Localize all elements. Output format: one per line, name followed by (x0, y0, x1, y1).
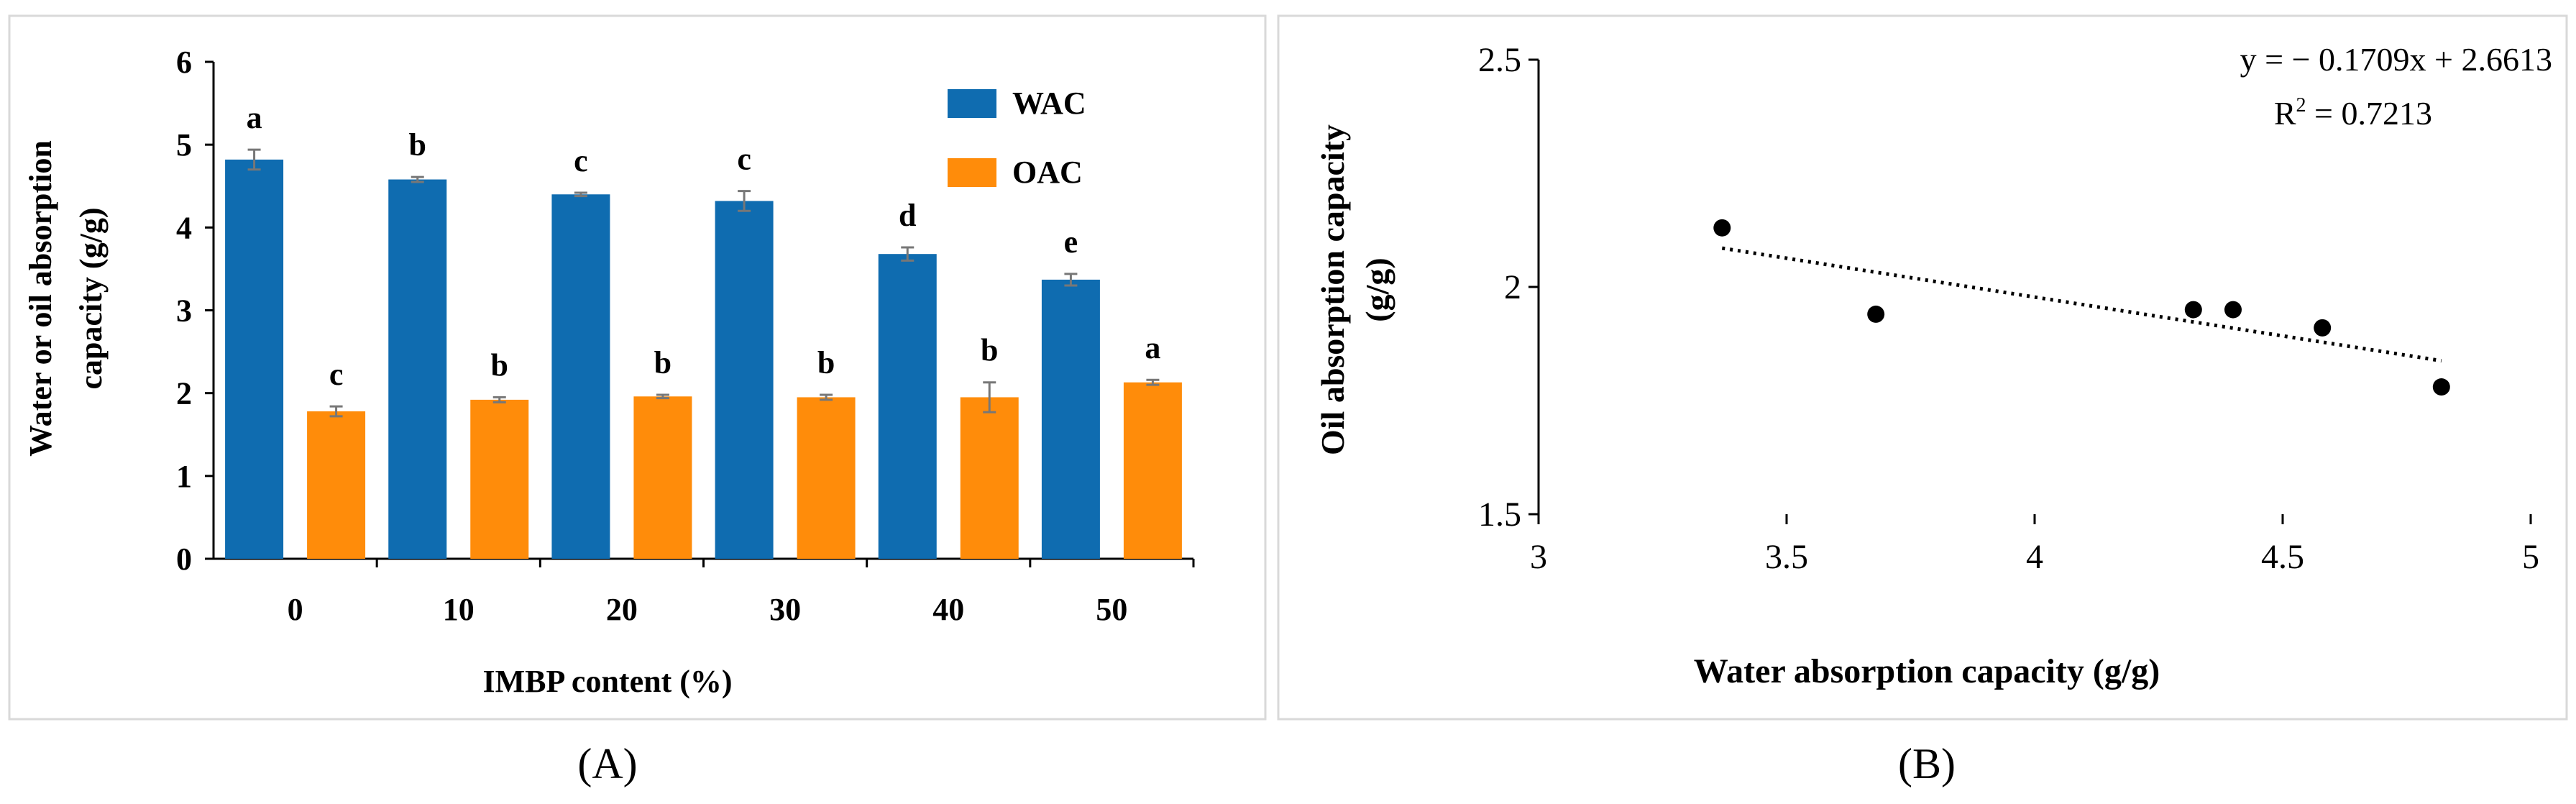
panel-b-y-axis-label-line2: (g/g) (1359, 257, 1395, 321)
panel-b-x-tick-label: 5 (2522, 538, 2539, 576)
panel-b-x-tick-label: 4 (2026, 538, 2043, 576)
panel-b-r-squared: R2 = 0.7213 (2274, 94, 2432, 132)
r-squared-symbol: R (2274, 95, 2296, 132)
panel-a-x-tick-label: 10 (443, 592, 475, 627)
significance-letter: b (491, 347, 508, 383)
panel-a-y-axis-label-line2: capacity (g/g) (73, 208, 109, 390)
panel-a-x-tick-label: 0 (288, 592, 303, 627)
panel-b-x-tick-label: 3 (1530, 538, 1547, 576)
panel-a-y-tick-label: 5 (176, 127, 192, 163)
panel-a-bar-chart: Water or oil absorption capacity (g/g) 0… (8, 14, 1267, 721)
panel-a-y-tick-label: 0 (176, 542, 192, 577)
significance-letter: a (1145, 330, 1160, 365)
bar-oac-0 (307, 411, 366, 559)
panel-a-y-tick-label: 3 (176, 293, 192, 329)
legend-label-oac: OAC (1012, 155, 1083, 190)
significance-letter: c (574, 143, 588, 178)
significance-letter: c (737, 142, 751, 177)
significance-letter: a (247, 100, 262, 135)
significance-letter: b (981, 333, 998, 368)
scatter-point-2 (1867, 305, 1885, 323)
panel-b-scatter-chart: Oil absorption capacity (g/g) 1.5 2 2.5 3 3.… (1277, 14, 2568, 721)
panel-b-axes: 1.5 2 2.5 3 3.5 4 4.5 5 (1478, 41, 2539, 576)
bar-wac-20 (551, 194, 610, 559)
significance-letter: e (1064, 224, 1078, 260)
panel-a-x-axis-label: IMBP content (%) (482, 664, 732, 699)
panel-a-x-tick-label: 30 (769, 592, 801, 627)
panel-a-y-tick-label: 6 (176, 45, 192, 80)
panel-b-y-tick-label: 2 (1504, 268, 1521, 306)
panel-b-equation: y = − 0.1709x + 2.6613 (2240, 41, 2552, 78)
bar-oac-30 (797, 397, 856, 559)
bar-wac-10 (388, 179, 447, 559)
panel-b-x-tick-label: 3.5 (1765, 538, 1808, 576)
panel-b-x-axis-label: Water absorption capacity (g/g) (1694, 652, 2160, 690)
significance-letter: b (817, 345, 835, 380)
panel-a-y-tick-label: 2 (176, 376, 192, 411)
panel-b-trendline (1721, 246, 2442, 363)
scatter-point-1 (1713, 219, 1731, 237)
significance-letter: c (329, 357, 344, 392)
panel-a-x-tick-label: 20 (606, 592, 638, 627)
bar-oac-50 (1123, 382, 1182, 559)
panel-b-x-tick-label: 4.5 (2261, 538, 2304, 576)
panel-b-y-tick-label: 2.5 (1478, 41, 1521, 79)
bar-wac-50 (1041, 279, 1100, 559)
scatter-point-4 (2224, 301, 2242, 319)
bar-wac-40 (878, 254, 937, 559)
panel-b-y-axis-label-line1: Oil absorption capacity (1314, 124, 1351, 455)
panel-a-x-tick-label: 50 (1096, 592, 1127, 627)
panel-a-y-axis-label: Water or oil absorption capacity (g/g) (23, 140, 109, 457)
panel-a-axes: 0 1 2 3 4 5 6 0 10 20 30 40 50 (176, 45, 1195, 627)
panel-a-y-tick-label: 4 (176, 210, 192, 245)
panel-b-caption: (B) (1898, 740, 1956, 787)
significance-letter: d (899, 198, 916, 233)
panel-b-frame (1277, 14, 2568, 721)
panel-a-bars: a c b b c b c b d b e a (225, 100, 1182, 559)
bar-oac-40 (960, 397, 1019, 559)
r-squared-value: = 0.7213 (2306, 95, 2432, 132)
panel-a-y-axis-label-line1: Water or oil absorption (23, 140, 58, 457)
panel-b-y-axis-label: Oil absorption capacity (g/g) (1314, 124, 1395, 455)
panel-a-legend: WAC OAC (948, 86, 1086, 190)
r-squared-superscript: 2 (2296, 94, 2306, 117)
panel-b-points (1713, 219, 2450, 396)
scatter-point-3 (2184, 301, 2202, 319)
significance-letter: b (654, 345, 671, 380)
panel-b-y-tick-label: 1.5 (1478, 495, 1521, 534)
bar-wac-0 (225, 159, 284, 559)
legend-label-wac: WAC (1012, 86, 1086, 121)
panel-a-y-tick-label: 1 (176, 459, 192, 494)
legend-swatch-oac (948, 158, 996, 187)
bar-wac-30 (715, 201, 774, 559)
bar-oac-20 (633, 396, 692, 559)
legend-swatch-wac (948, 89, 996, 118)
panel-a-caption: (A) (577, 740, 637, 787)
bar-oac-10 (470, 399, 529, 559)
scatter-point-6 (2432, 378, 2450, 396)
scatter-point-5 (2314, 319, 2332, 337)
panel-a-x-tick-label: 40 (932, 592, 964, 627)
significance-letter: b (409, 127, 426, 163)
